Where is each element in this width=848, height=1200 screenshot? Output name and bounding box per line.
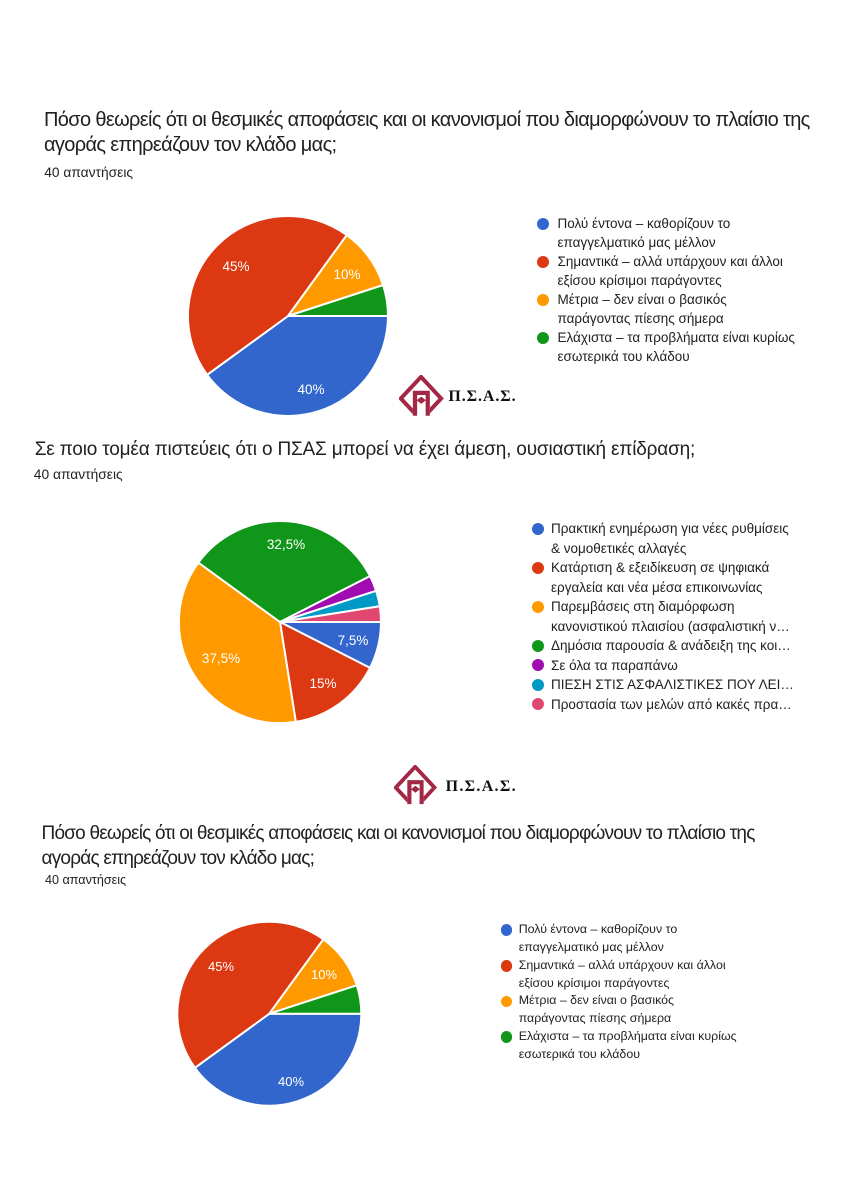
svg-text:7,5%: 7,5% (338, 633, 369, 648)
svg-text:15%: 15% (309, 676, 336, 691)
svg-text:45%: 45% (222, 259, 249, 274)
svg-text:45%: 45% (208, 959, 234, 974)
svg-text:10%: 10% (333, 267, 360, 282)
svg-text:10%: 10% (311, 967, 337, 982)
svg-text:37,5%: 37,5% (202, 651, 240, 666)
svg-text:40%: 40% (297, 382, 324, 397)
svg-text:32,5%: 32,5% (267, 537, 305, 552)
svg-text:40%: 40% (278, 1074, 304, 1089)
